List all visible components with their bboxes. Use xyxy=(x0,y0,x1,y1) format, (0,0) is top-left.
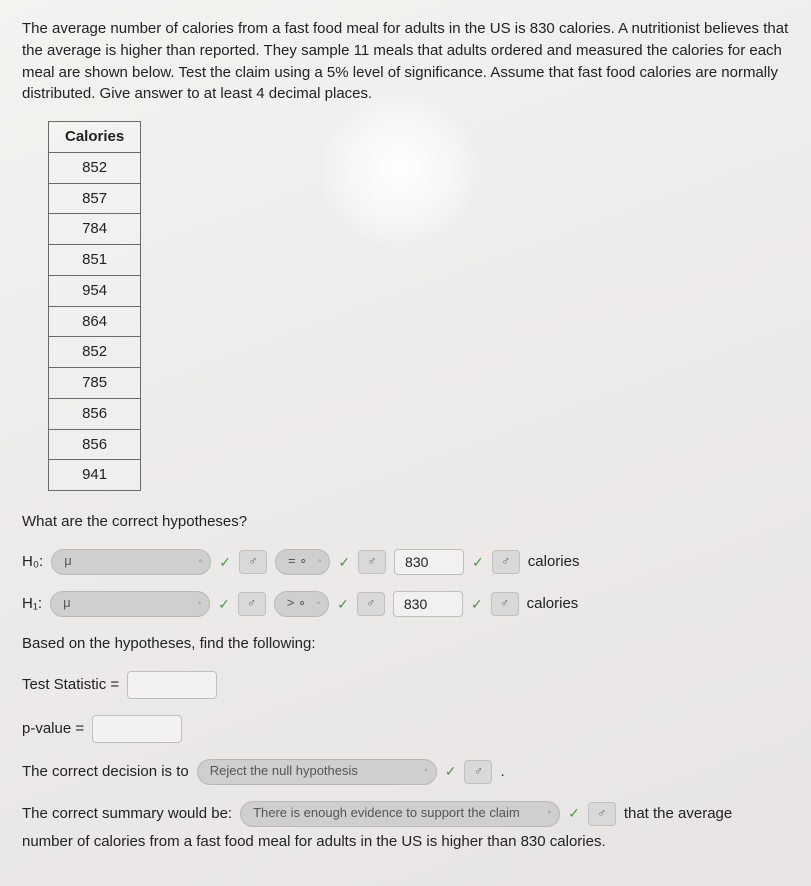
link-badge[interactable]: ♂ xyxy=(239,550,267,574)
light-glare xyxy=(320,90,480,250)
calories-table: Calories 8528577848519548648527858568569… xyxy=(48,121,141,491)
h1-relation-select[interactable]: > ∘ ◦ xyxy=(274,591,329,617)
check-icon: ✓ xyxy=(471,594,483,614)
chevron-down-icon: ◦ xyxy=(198,597,202,612)
chevron-down-icon: ◦ xyxy=(317,597,321,612)
chevron-down-icon: ◦ xyxy=(318,555,322,570)
h0-row: H₀: μ ◦ ✓ ♂ = ∘ ◦ ✓ ♂ 830 ✓ ♂ calories xyxy=(22,549,789,575)
table-cell: 785 xyxy=(49,368,141,399)
decision-lead: The correct decision is to xyxy=(22,761,189,783)
table-header: Calories xyxy=(49,122,141,153)
check-icon: ✓ xyxy=(218,594,230,614)
pvalue-label: p-value = xyxy=(22,718,84,740)
table-cell: 851 xyxy=(49,245,141,276)
chevron-down-icon: ◦ xyxy=(548,806,552,821)
table-cell: 784 xyxy=(49,214,141,245)
test-statistic-label: Test Statistic = xyxy=(22,674,119,696)
summary-lead: The correct summary would be: xyxy=(22,803,232,825)
link-badge[interactable]: ♂ xyxy=(492,550,520,574)
problem-statement: The average number of calories from a fa… xyxy=(22,18,789,105)
table-cell: 852 xyxy=(49,152,141,183)
summary-select[interactable]: There is enough evidence to support the … xyxy=(240,801,560,827)
h0-value-input[interactable]: 830 xyxy=(394,549,464,575)
h1-unit: calories xyxy=(527,593,579,615)
test-statistic-input[interactable] xyxy=(127,671,217,699)
table-cell: 941 xyxy=(49,460,141,491)
table-cell: 857 xyxy=(49,183,141,214)
test-statistic-row: Test Statistic = xyxy=(22,671,789,699)
decision-select[interactable]: Reject the null hypothesis ◦ xyxy=(197,759,437,785)
link-badge[interactable]: ♂ xyxy=(588,802,616,826)
hypotheses-question: What are the correct hypotheses? xyxy=(22,511,789,533)
h0-relation-select[interactable]: = ∘ ◦ xyxy=(275,549,330,575)
table-cell: 954 xyxy=(49,275,141,306)
check-icon: ✓ xyxy=(219,552,231,572)
h1-value-input[interactable]: 830 xyxy=(393,591,463,617)
check-icon: ✓ xyxy=(337,594,349,614)
pvalue-row: p-value = xyxy=(22,715,789,743)
link-badge[interactable]: ♂ xyxy=(358,550,386,574)
h0-param-select[interactable]: μ ◦ xyxy=(51,549,211,575)
link-badge[interactable]: ♂ xyxy=(357,592,385,616)
link-badge[interactable]: ♂ xyxy=(491,592,519,616)
decision-row: The correct decision is to Reject the nu… xyxy=(22,759,789,785)
check-icon: ✓ xyxy=(472,552,484,572)
link-badge[interactable]: ♂ xyxy=(464,760,492,784)
table-cell: 856 xyxy=(49,398,141,429)
summary-tail: number of calories from a fast food meal… xyxy=(22,831,789,853)
link-badge[interactable]: ♂ xyxy=(238,592,266,616)
chevron-down-icon: ◦ xyxy=(199,555,203,570)
based-on-text: Based on the hypotheses, find the follow… xyxy=(22,633,789,655)
h1-param-select[interactable]: μ ◦ xyxy=(50,591,210,617)
check-icon: ✓ xyxy=(338,552,350,572)
table-cell: 856 xyxy=(49,429,141,460)
check-icon: ✓ xyxy=(445,761,457,781)
pvalue-input[interactable] xyxy=(92,715,182,743)
summary-row: The correct summary would be: There is e… xyxy=(22,801,789,853)
chevron-down-icon: ◦ xyxy=(424,764,428,779)
h1-row: H₁: μ ◦ ✓ ♂ > ∘ ◦ ✓ ♂ 830 ✓ ♂ calories xyxy=(22,591,789,617)
table-cell: 852 xyxy=(49,337,141,368)
summary-mid: that the average xyxy=(624,803,732,825)
h0-label: H₀: xyxy=(22,551,43,573)
h1-label: H₁: xyxy=(22,593,42,615)
decision-tail: . xyxy=(500,761,504,783)
check-icon: ✓ xyxy=(568,803,580,823)
h0-unit: calories xyxy=(528,551,580,573)
table-cell: 864 xyxy=(49,306,141,337)
